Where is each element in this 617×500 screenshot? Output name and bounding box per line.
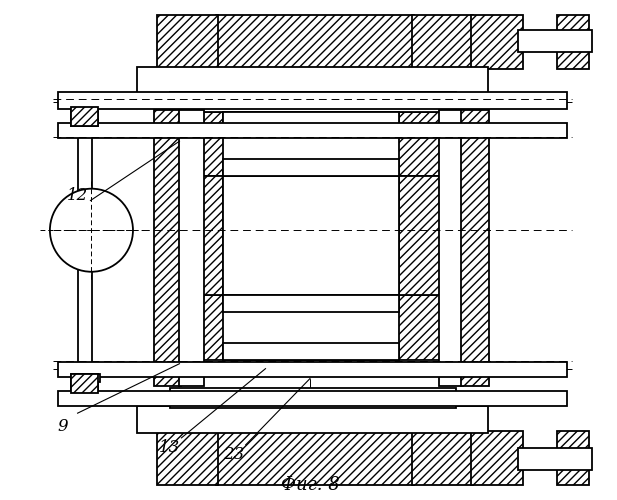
Bar — [439, 110, 463, 386]
Text: 23: 23 — [223, 446, 244, 463]
Bar — [223, 112, 399, 176]
Bar — [181, 112, 441, 176]
Bar — [412, 431, 473, 486]
Bar — [71, 106, 98, 126]
Bar — [557, 431, 589, 486]
Bar — [76, 374, 101, 382]
Bar — [518, 448, 592, 469]
Bar — [471, 14, 523, 69]
Bar — [154, 110, 181, 386]
Text: 13: 13 — [159, 440, 180, 456]
Bar — [223, 296, 399, 312]
Bar — [518, 30, 592, 52]
Bar — [78, 126, 93, 374]
Bar — [399, 176, 441, 296]
Bar — [181, 176, 223, 296]
Bar — [137, 67, 488, 94]
Bar — [71, 374, 98, 394]
Bar — [223, 176, 399, 296]
Text: 9: 9 — [57, 418, 68, 434]
Bar — [223, 112, 399, 130]
Text: Фиг. 8: Фиг. 8 — [281, 476, 339, 494]
Bar — [471, 431, 523, 486]
Circle shape — [50, 188, 133, 272]
Bar — [223, 296, 399, 360]
Bar — [181, 296, 441, 360]
Bar — [157, 431, 218, 486]
Bar — [58, 92, 567, 108]
Bar — [462, 110, 489, 386]
Bar — [412, 14, 473, 69]
Bar — [557, 14, 589, 69]
Bar — [180, 110, 204, 386]
Bar — [216, 14, 414, 69]
Bar — [137, 406, 488, 433]
Bar — [58, 124, 567, 138]
Bar — [157, 14, 218, 69]
Bar — [58, 392, 567, 406]
Bar — [71, 110, 98, 126]
Text: 12: 12 — [67, 187, 88, 204]
Bar — [216, 431, 414, 486]
Bar — [223, 343, 399, 360]
Bar — [170, 388, 457, 408]
Bar — [58, 362, 567, 376]
Bar — [71, 374, 98, 390]
Bar — [223, 159, 399, 176]
Bar — [170, 92, 457, 112]
